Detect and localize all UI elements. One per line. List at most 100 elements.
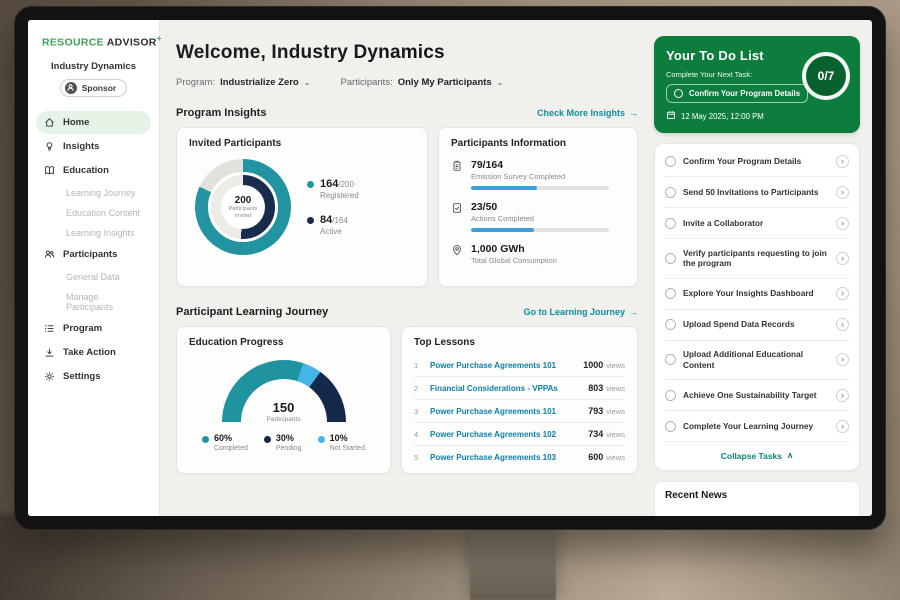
task-label: Confirm Your Program Details: [683, 155, 802, 166]
org-name: Industry Dynamics: [51, 60, 136, 72]
participants-dropdown-label: Participants:: [340, 77, 393, 88]
calendar-icon: [666, 110, 676, 122]
chevron-right-icon[interactable]: ›: [836, 388, 849, 402]
task-checkbox[interactable]: [665, 319, 676, 331]
task-row[interactable]: Upload Additional Educational Content ›: [665, 341, 849, 381]
task-row[interactable]: Explore Your Insights Dashboard ›: [665, 279, 849, 310]
program-dropdown[interactable]: Program: Industrialize Zero ⌄: [176, 77, 310, 88]
next-task-item[interactable]: Confirm Your Program Details: [666, 84, 809, 103]
lesson-link[interactable]: Power Purchase Agreements 101: [430, 360, 556, 370]
sponsor-badge[interactable]: Sponsor: [59, 78, 128, 97]
task-checkbox[interactable]: [665, 252, 676, 264]
chevron-down-icon: ⌄: [303, 78, 311, 87]
sidebar-item-manage-participants[interactable]: Manage Participants: [36, 287, 151, 317]
participants-dropdown[interactable]: Participants: Only My Participants ⌄: [340, 77, 503, 88]
task-row[interactable]: Upload Spend Data Records ›: [665, 310, 849, 341]
list-icon: [44, 323, 55, 334]
task-row[interactable]: Complete Your Learning Journey ›: [665, 411, 849, 443]
task-row[interactable]: Confirm Your Program Details ›: [665, 146, 849, 177]
due-date-label: 12 May 2025, 12:00 PM: [681, 111, 764, 121]
sidebar-item-education-content[interactable]: Education Content: [36, 203, 151, 223]
task-checkbox[interactable]: [665, 354, 676, 366]
lesson-rank: 5: [414, 452, 419, 462]
card-title: Invited Participants: [189, 138, 282, 149]
task-row[interactable]: Achieve One Sustainability Target ›: [665, 380, 849, 412]
metric-label: Total Global Consumption: [471, 256, 557, 265]
gauge-center-label: Participants: [266, 416, 301, 423]
home-icon: [44, 117, 55, 128]
due-date-row: 12 May 2025, 12:00 PM: [666, 110, 848, 122]
chevron-right-icon[interactable]: ›: [836, 154, 849, 168]
page-title: Welcome, Industry Dynamics: [176, 42, 445, 63]
check-more-insights-link[interactable]: Check More Insights →: [537, 108, 638, 118]
invited-participants-donut: 200 Participants Invited: [195, 159, 291, 255]
lesson-link[interactable]: Power Purchase Agreements 101: [430, 406, 556, 416]
sidebar-item-label: Settings: [63, 370, 101, 382]
next-task-label: Confirm Your Program Details: [689, 89, 801, 98]
checklist-icon: [451, 202, 463, 232]
sidebar-nav: Home Insights Education Learning Journey…: [36, 110, 151, 388]
lesson-link[interactable]: Power Purchase Agreements 102: [430, 429, 556, 439]
card-title: Education Progress: [189, 337, 284, 348]
chevron-right-icon[interactable]: ›: [836, 216, 849, 230]
task-checkbox[interactable]: [665, 420, 676, 432]
go-to-learning-journey-link[interactable]: Go to Learning Journey →: [523, 307, 638, 317]
progress-bar-fill: [471, 228, 535, 232]
legend-item-registered: 164/200 Registered: [307, 178, 359, 200]
legend-dot: [202, 436, 209, 443]
sidebar-item-home[interactable]: Home: [36, 110, 151, 134]
todo-tasks-card: Confirm Your Program Details › Send 50 I…: [654, 143, 860, 472]
sidebar-item-insights[interactable]: Insights: [36, 135, 151, 158]
lesson-link[interactable]: Financial Considerations - VPPAs: [430, 383, 558, 393]
lesson-row: 1 Power Purchase Agreements 101 1000 view…: [414, 354, 625, 377]
legend-item-active: 84/164 Active: [307, 214, 359, 236]
lesson-views: 600: [588, 451, 604, 462]
lesson-row: 2 Financial Considerations - VPPAs 803 vi…: [414, 377, 625, 400]
legend-dot: [307, 217, 314, 224]
todo-title: Your To Do List: [666, 48, 764, 63]
task-checkbox[interactable]: [665, 217, 676, 229]
lesson-rank: 4: [414, 429, 419, 439]
chevron-right-icon[interactable]: ›: [836, 419, 849, 433]
collapse-tasks-link[interactable]: Collapse Tasks ∧: [665, 442, 849, 470]
task-row[interactable]: Invite a Collaborator ›: [665, 208, 849, 239]
sidebar-item-participants[interactable]: Participants: [36, 243, 151, 266]
sidebar-item-education[interactable]: Education: [36, 159, 151, 182]
lesson-row: 4 Power Purchase Agreements 102 734 views: [414, 423, 625, 446]
learning-journey-cards: Education Progress 150 Participants: [176, 326, 638, 474]
logo-primary: RESOURCE: [42, 36, 104, 49]
sidebar-item-learning-journey[interactable]: Learning Journey: [36, 183, 151, 203]
sidebar-item-settings[interactable]: Settings: [36, 365, 151, 388]
chevron-right-icon[interactable]: ›: [836, 185, 849, 199]
sidebar-item-label: Program: [63, 322, 103, 334]
sidebar: RESOURCE ADVISOR+ Industry Dynamics Spon…: [28, 20, 161, 516]
task-label: Verify participants requesting to join t…: [683, 247, 827, 269]
sidebar-item-label: Education: [63, 164, 109, 176]
task-row[interactable]: Verify participants requesting to join t…: [665, 239, 849, 279]
task-checkbox[interactable]: [665, 155, 676, 167]
task-checkbox[interactable]: [665, 288, 676, 300]
card-title: Top Lessons: [414, 337, 475, 348]
section-title: Program Insights: [176, 107, 267, 119]
sidebar-item-general-data[interactable]: General Data: [36, 267, 151, 287]
todo-progress-value: 0/7: [817, 69, 835, 83]
chevron-right-icon[interactable]: ›: [836, 353, 849, 367]
legend-label: Registered: [320, 191, 359, 200]
sidebar-item-take-action[interactable]: Take Action: [36, 341, 151, 364]
chevron-right-icon[interactable]: ›: [836, 318, 849, 332]
metric-value: 79/164: [471, 159, 504, 171]
top-lessons-card: Top Lessons 1 Power Purchase Agreements …: [401, 326, 638, 474]
sidebar-item-program[interactable]: Program: [36, 317, 151, 340]
chevron-down-icon: ⌄: [496, 78, 504, 87]
task-checkbox[interactable]: [674, 89, 683, 98]
task-checkbox[interactable]: [665, 389, 676, 401]
task-row[interactable]: Send 50 Invitations to Participants ›: [665, 177, 849, 208]
chevron-right-icon[interactable]: ›: [836, 251, 849, 265]
sidebar-item-learning-insights[interactable]: Learning Insights: [36, 223, 151, 243]
task-label: Complete Your Learning Journey: [683, 420, 814, 431]
legend-item-not-started: 10% Not Started: [317, 433, 365, 452]
main-content: Welcome, Industry Dynamics Program: Indu…: [160, 20, 650, 516]
lesson-link[interactable]: Power Purchase Agreements 103: [430, 452, 556, 462]
chevron-right-icon[interactable]: ›: [836, 287, 849, 301]
task-checkbox[interactable]: [665, 186, 676, 198]
